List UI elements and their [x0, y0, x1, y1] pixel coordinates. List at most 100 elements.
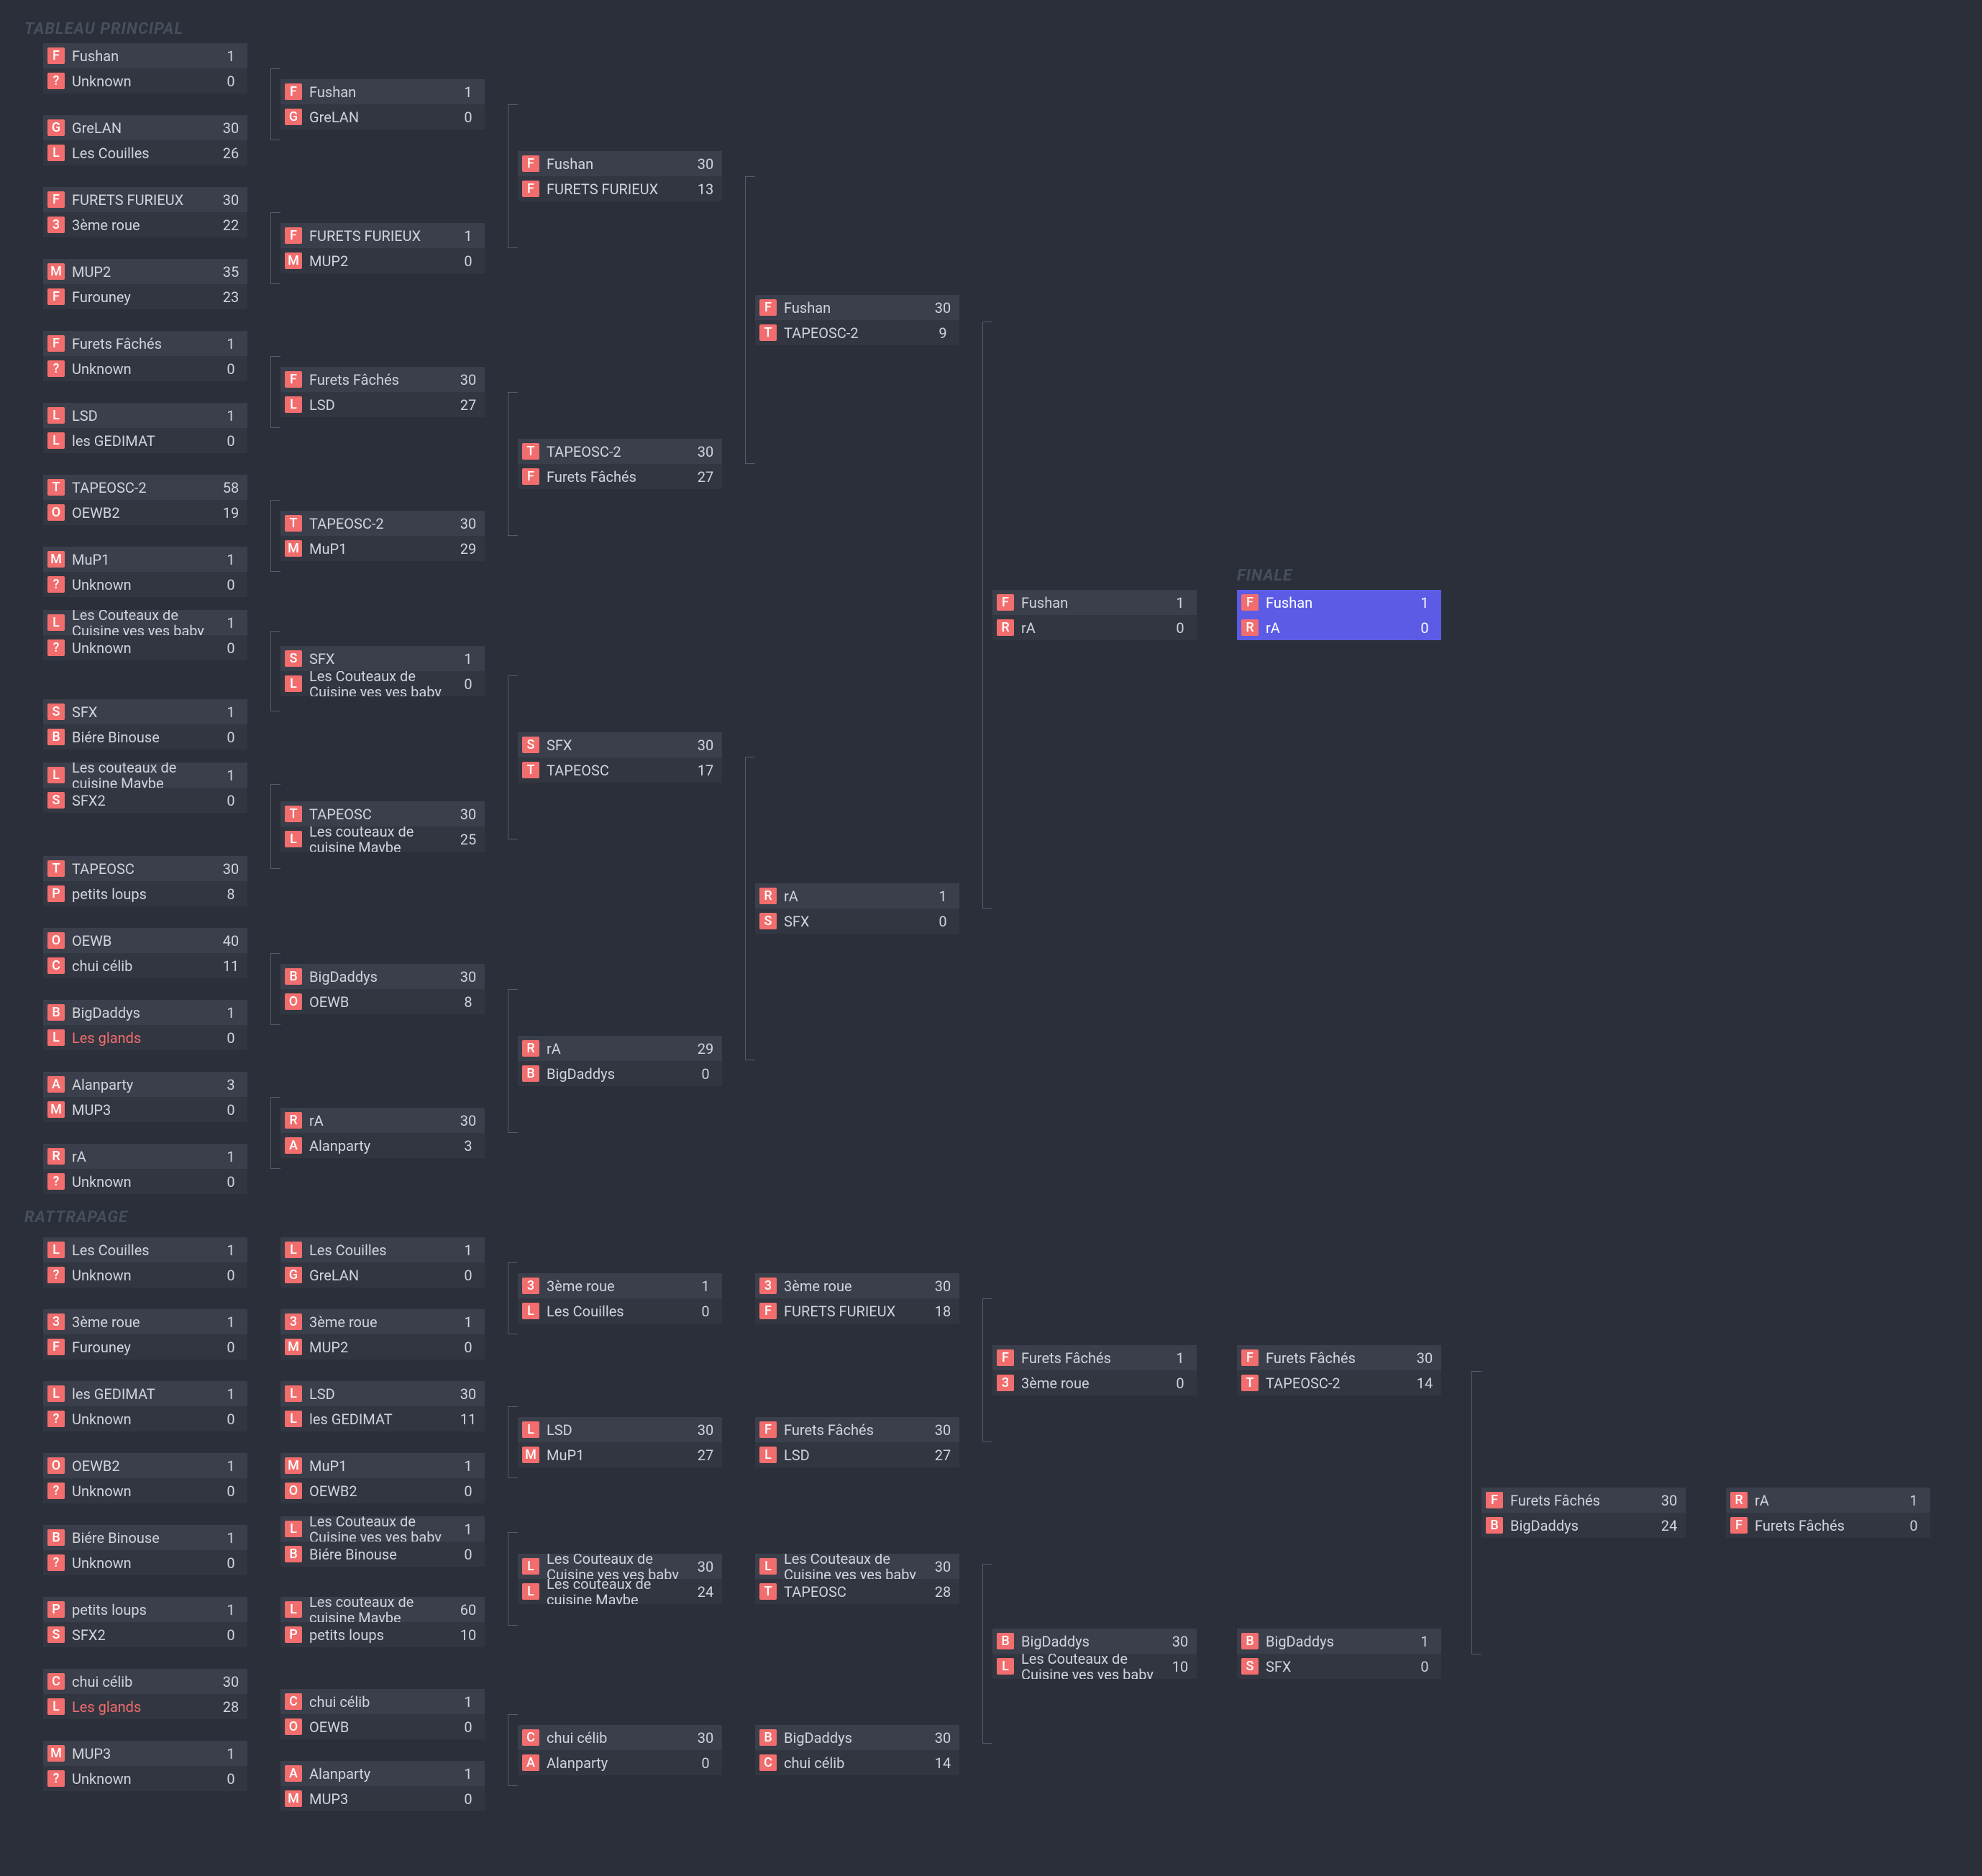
match[interactable]: LLSD1Lles GEDIMAT0 [43, 403, 247, 453]
match[interactable]: TTAPEOSC30LLes couteaux de cuisine Maybe… [280, 801, 485, 852]
match[interactable]: Cchui célib30LLes glands28 [43, 1669, 247, 1719]
match[interactable]: FFurets Fâchés133ème roue0 [992, 1345, 1197, 1395]
match[interactable]: SSFX30TTAPEOSC17 [518, 732, 722, 783]
match[interactable]: LLes Couteaux de Cuisine yes yes baby1BB… [280, 1516, 485, 1567]
match-row: AAlanparty0 [518, 1750, 722, 1775]
match[interactable]: RrA30AAlanparty3 [280, 1108, 485, 1158]
match[interactable]: FFURETS FURIEUX1MMUP20 [280, 223, 485, 273]
match[interactable]: LLSD30MMuP127 [518, 1417, 722, 1467]
match[interactable]: LLes Couilles1?Unknown0 [43, 1237, 247, 1288]
match[interactable]: FFushan1RrA0 [992, 590, 1197, 640]
match[interactable]: FFurets Fâchés1?Unknown0 [43, 331, 247, 381]
team-badge: ? [47, 1411, 65, 1427]
match-row: TTAPEOSC28 [755, 1579, 959, 1604]
match[interactable]: FFushan1GGreLAN0 [280, 79, 485, 129]
match[interactable]: Cchui célib1OOEWB0 [280, 1689, 485, 1739]
team-badge: S [759, 913, 777, 929]
match[interactable]: SSFX1LLes Couteaux de Cuisine yes yes ba… [280, 646, 485, 696]
match[interactable]: AAlanparty1MMUP30 [280, 1761, 485, 1811]
match[interactable]: FFushan30TTAPEOSC-29 [755, 295, 959, 345]
match-row: BBigDaddys0 [518, 1061, 722, 1086]
match[interactable]: 33ème roue1LLes Couilles0 [518, 1273, 722, 1324]
team-name: Biére Binouse [65, 1525, 214, 1550]
team-name: Unknown [65, 1262, 214, 1288]
match-row: RrA1 [755, 883, 959, 909]
team-score: 25 [452, 827, 485, 852]
match[interactable]: RrA1SSFX0 [755, 883, 959, 934]
team-name: Fushan [65, 43, 214, 68]
team-score: 0 [214, 1766, 247, 1791]
match[interactable]: OOEWB21?Unknown0 [43, 1453, 247, 1503]
team-badge: F [522, 181, 539, 197]
team-name: rA [65, 1144, 214, 1169]
bracket-connector [508, 675, 518, 839]
match-row: RrA29 [518, 1036, 722, 1061]
match[interactable]: TTAPEOSC-230FFurets Fâchés27 [518, 439, 722, 489]
team-score: 27 [926, 1442, 959, 1467]
match[interactable]: AAlanparty3MMUP30 [43, 1072, 247, 1122]
match-row: LLes Couteaux de Cuisine yes yes baby10 [992, 1654, 1197, 1679]
bracket-canvas: TABLEAU PRINCIPALRATTRAPAGEFINALEFFushan… [0, 0, 1982, 1876]
match[interactable]: BBigDaddys30LLes Couteaux de Cuisine yes… [992, 1629, 1197, 1679]
match[interactable]: 33ème roue1MMUP20 [280, 1309, 485, 1360]
match-row: LLSD27 [755, 1442, 959, 1467]
match[interactable]: BBigDaddys30Cchui célib14 [755, 1725, 959, 1775]
match[interactable]: RrA1FFurets Fâchés0 [1726, 1488, 1930, 1538]
team-name: Alanparty [539, 1750, 689, 1775]
match[interactable]: MMuP11OOEWB20 [280, 1453, 485, 1503]
match[interactable]: RrA29BBigDaddys0 [518, 1036, 722, 1086]
match-row: 33ème roue22 [43, 212, 247, 237]
match[interactable]: FFURETS FURIEUX3033ème roue22 [43, 187, 247, 237]
match[interactable]: FFurets Fâchés30LLSD27 [280, 367, 485, 417]
match[interactable]: OOEWB40Cchui célib11 [43, 928, 247, 978]
team-score: 19 [214, 500, 247, 525]
team-name: MuP1 [539, 1442, 689, 1467]
match[interactable]: SSFX1BBiére Binouse0 [43, 699, 247, 750]
match[interactable]: BBigDaddys30OOEWB8 [280, 964, 485, 1014]
match[interactable]: FFushan1RrA0 [1237, 590, 1441, 640]
match[interactable]: LLes Couilles1GGreLAN0 [280, 1237, 485, 1288]
team-badge: B [47, 1529, 65, 1546]
match[interactable]: BBiére Binouse1?Unknown0 [43, 1525, 247, 1575]
match[interactable]: Lles GEDIMAT1?Unknown0 [43, 1381, 247, 1431]
match[interactable]: TTAPEOSC-230MMuP129 [280, 511, 485, 561]
match[interactable]: LLes Couteaux de Cuisine yes yes baby30L… [518, 1554, 722, 1604]
match[interactable]: BBigDaddys1SSFX0 [1237, 1629, 1441, 1679]
team-score: 28 [214, 1694, 247, 1719]
match[interactable]: TTAPEOSC-258OOEWB219 [43, 475, 247, 525]
match[interactable]: FFurets Fâchés30BBigDaddys24 [1481, 1488, 1686, 1538]
match[interactable]: MMUP31?Unknown0 [43, 1741, 247, 1791]
match[interactable]: FFurets Fâchés30LLSD27 [755, 1417, 959, 1467]
match[interactable]: FFushan1?Unknown0 [43, 43, 247, 94]
match-row: LLes couteaux de cuisine Maybe1 [43, 762, 247, 788]
team-name: Fushan [1014, 590, 1164, 615]
match[interactable]: Cchui célib30AAlanparty0 [518, 1725, 722, 1775]
match[interactable]: GGreLAN30LLes Couilles26 [43, 115, 247, 165]
match[interactable]: 33ème roue30FFURETS FURIEUX18 [755, 1273, 959, 1324]
match[interactable]: 33ème roue1FFurouney0 [43, 1309, 247, 1360]
team-name: Les couteaux de cuisine Maybe [65, 762, 214, 788]
match-row: SSFX1 [43, 699, 247, 724]
match[interactable]: TTAPEOSC30Ppetits loups8 [43, 856, 247, 906]
team-name: Les Couilles [65, 140, 214, 165]
match[interactable]: FFushan30FFURETS FURIEUX13 [518, 151, 722, 201]
team-name: Unknown [65, 1169, 214, 1194]
match[interactable]: RrA1?Unknown0 [43, 1144, 247, 1194]
team-score: 10 [452, 1622, 485, 1647]
match[interactable]: LLes couteaux de cuisine Maybe1SSFX20 [43, 762, 247, 813]
match[interactable]: Ppetits loups1SSFX20 [43, 1597, 247, 1647]
match[interactable]: FFurets Fâchés30TTAPEOSC-214 [1237, 1345, 1441, 1395]
match[interactable]: LLes couteaux de cuisine Maybe60Ppetits … [280, 1597, 485, 1647]
team-name: BigDaddys [777, 1725, 926, 1750]
match[interactable]: LLSD30Lles GEDIMAT11 [280, 1381, 485, 1431]
match[interactable]: BBigDaddys1LLes glands0 [43, 1000, 247, 1050]
match[interactable]: LLes Couteaux de Cuisine yes yes baby30T… [755, 1554, 959, 1604]
team-name: 3ème roue [65, 1309, 214, 1334]
team-score: 1 [1164, 590, 1197, 615]
match[interactable]: LLes Couteaux de Cuisine yes yes baby1?U… [43, 610, 247, 660]
team-badge: M [285, 1457, 302, 1474]
team-name: TAPEOSC [65, 856, 214, 881]
match[interactable]: MMUP235FFurouney23 [43, 259, 247, 309]
team-name: Les Couilles [65, 1237, 214, 1262]
match[interactable]: MMuP11?Unknown0 [43, 547, 247, 597]
